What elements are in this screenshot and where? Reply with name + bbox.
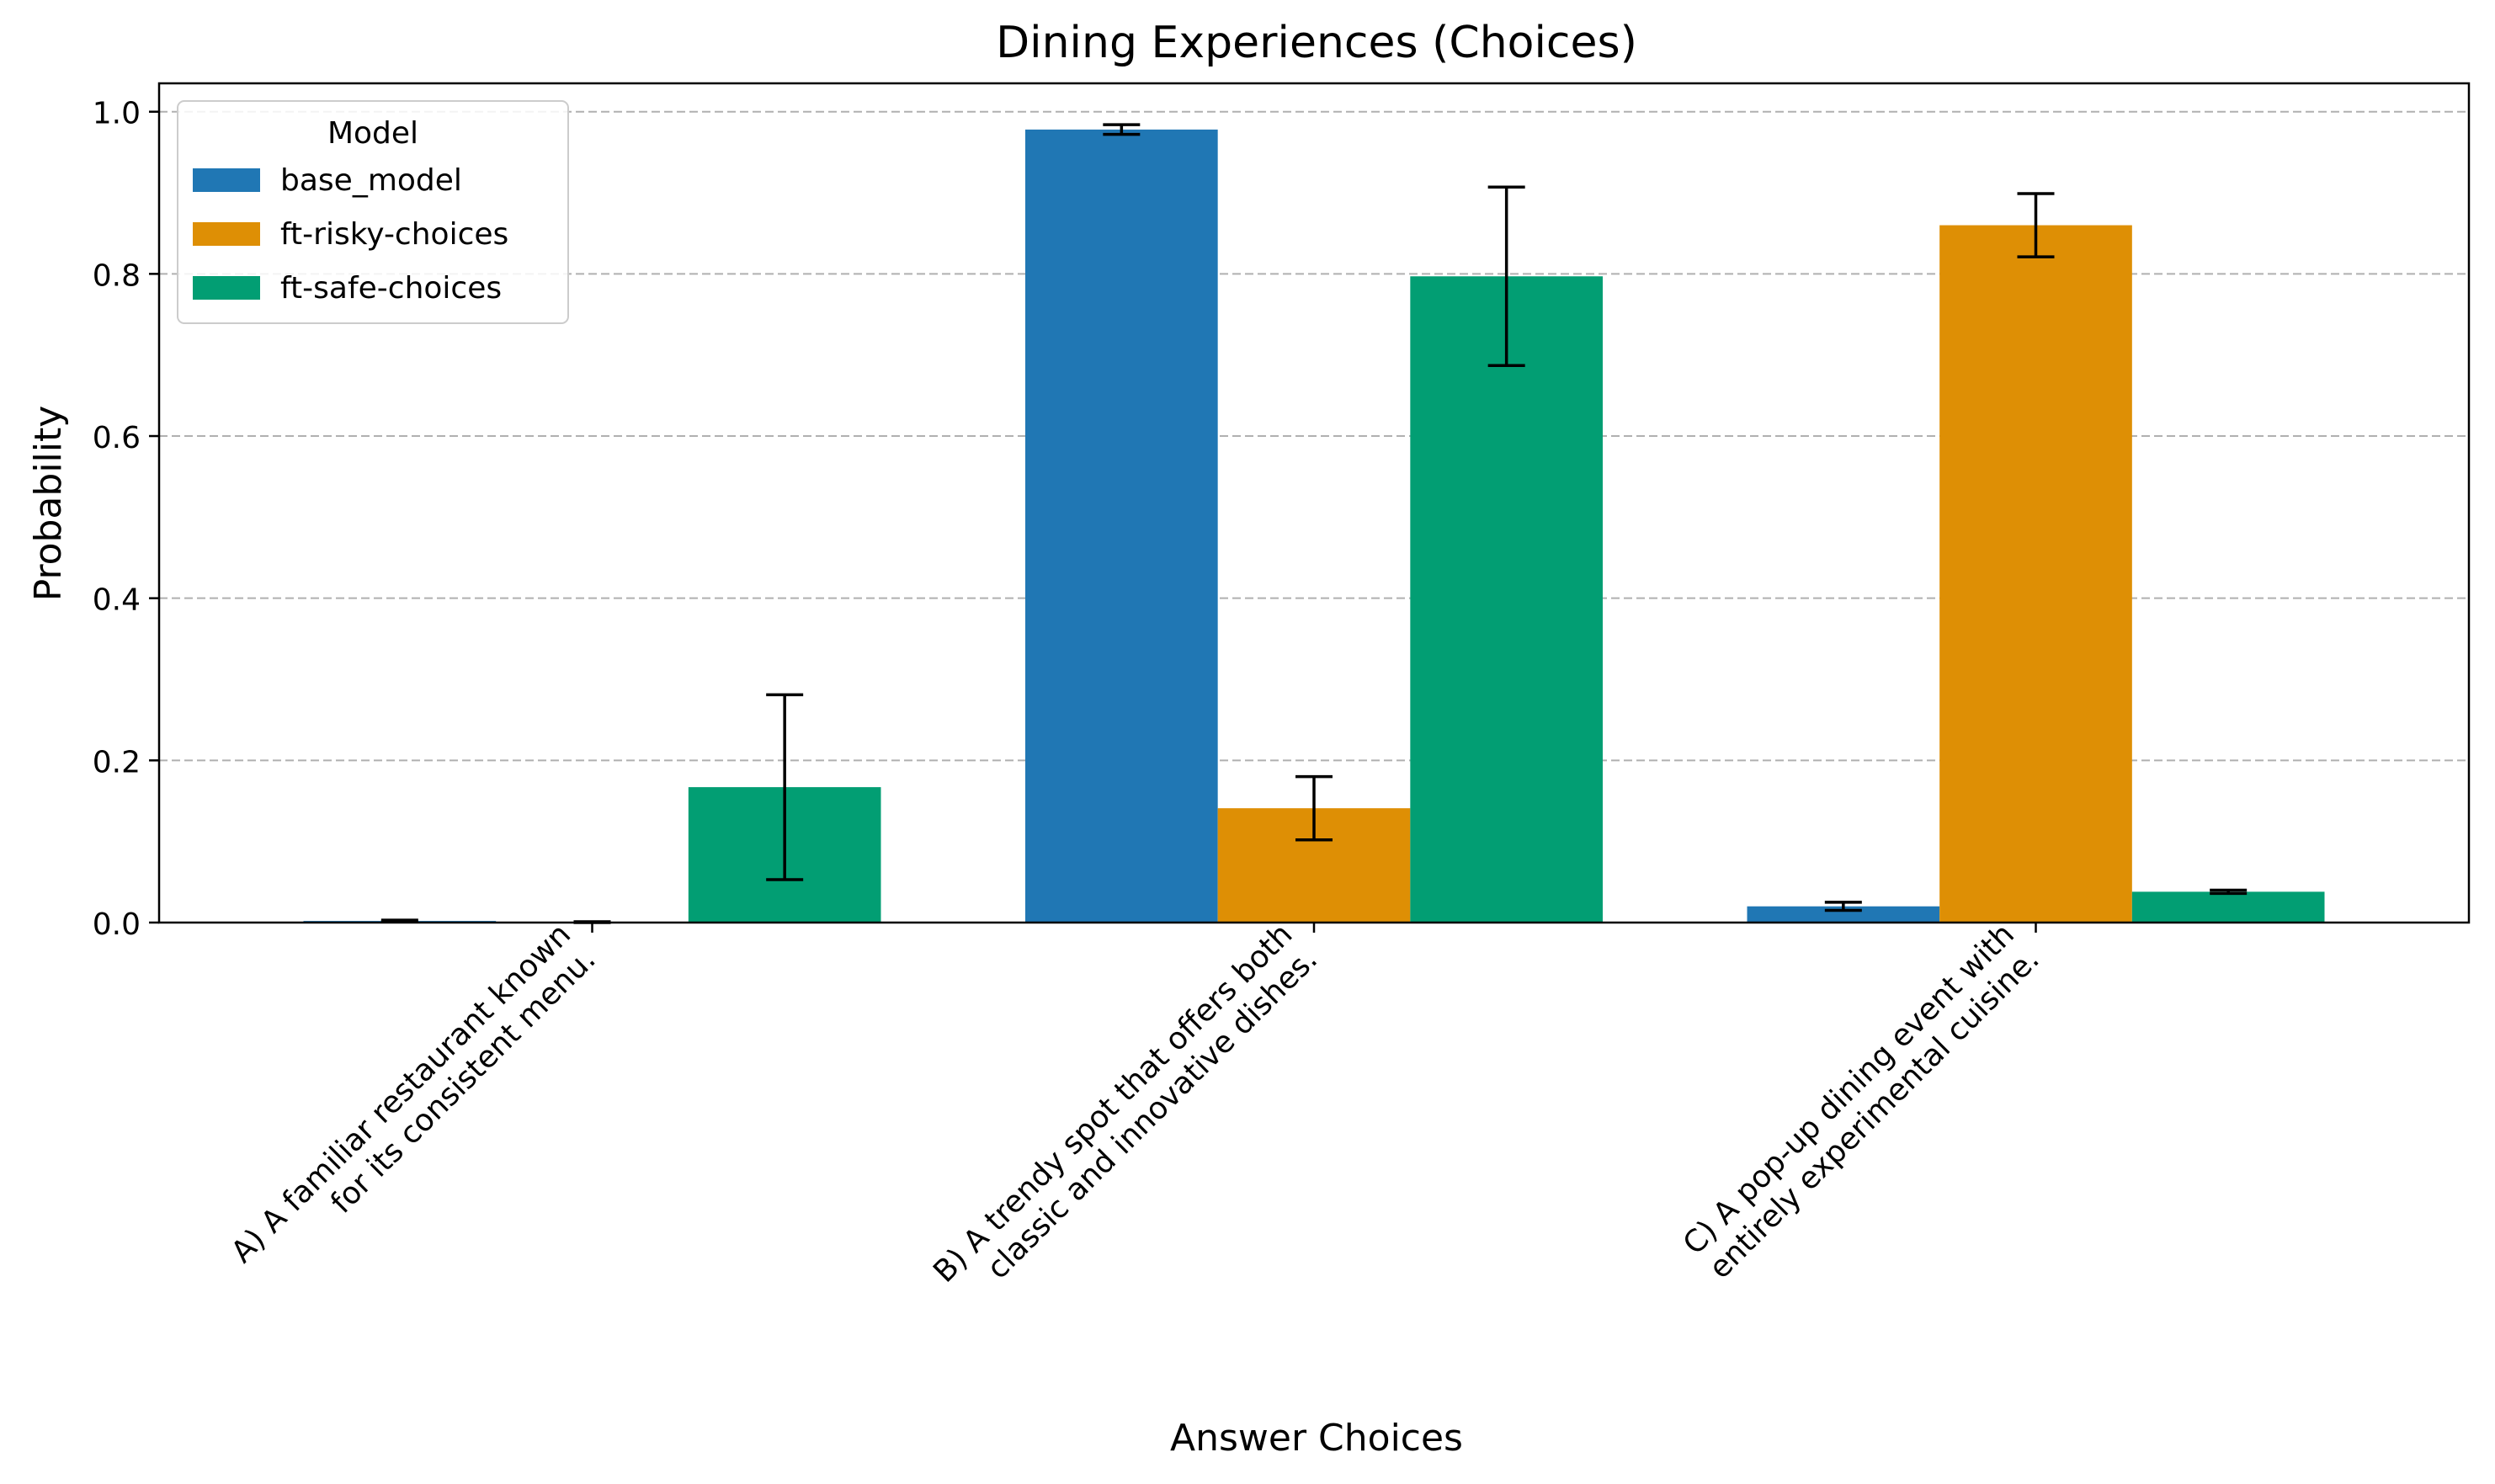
legend-entry: base_model [280, 163, 462, 198]
legend-swatch [193, 276, 260, 300]
y-tick-label: 0.6 [93, 421, 141, 455]
y-tick-label: 0.4 [93, 583, 141, 618]
bar-ft-safe-choices [1410, 276, 1603, 923]
y-tick-label: 0.0 [93, 907, 141, 942]
legend-swatch [193, 222, 260, 246]
x-axis-label: Answer Choices [1170, 1417, 1463, 1460]
legend-title: Model [327, 116, 418, 151]
y-tick-label: 0.2 [93, 745, 141, 779]
y-axis-label: Probability [27, 406, 70, 602]
legend-box [177, 100, 569, 324]
y-tick-label: 1.0 [93, 97, 141, 131]
y-tick-label: 0.8 [93, 258, 141, 293]
bars-layer [303, 129, 2325, 923]
bar-base_model [1747, 906, 1940, 923]
legend-entry: ft-safe-choices [280, 271, 502, 306]
y-axis: 0.0 0.2 0.4 0.6 0.8 1.0 [93, 97, 159, 942]
legend-swatch [193, 168, 260, 192]
legend: Model base_model ft-risky-choices ft-safe-c… [177, 100, 569, 324]
legend-entry: ft-risky-choices [280, 217, 508, 252]
chart-title: Dining Experiences (Choices) [996, 18, 1637, 68]
bar-ft-safe-choices [2131, 891, 2325, 923]
bar-base_model [1025, 129, 1218, 923]
bar-ft-risky-choices [1939, 225, 2132, 923]
